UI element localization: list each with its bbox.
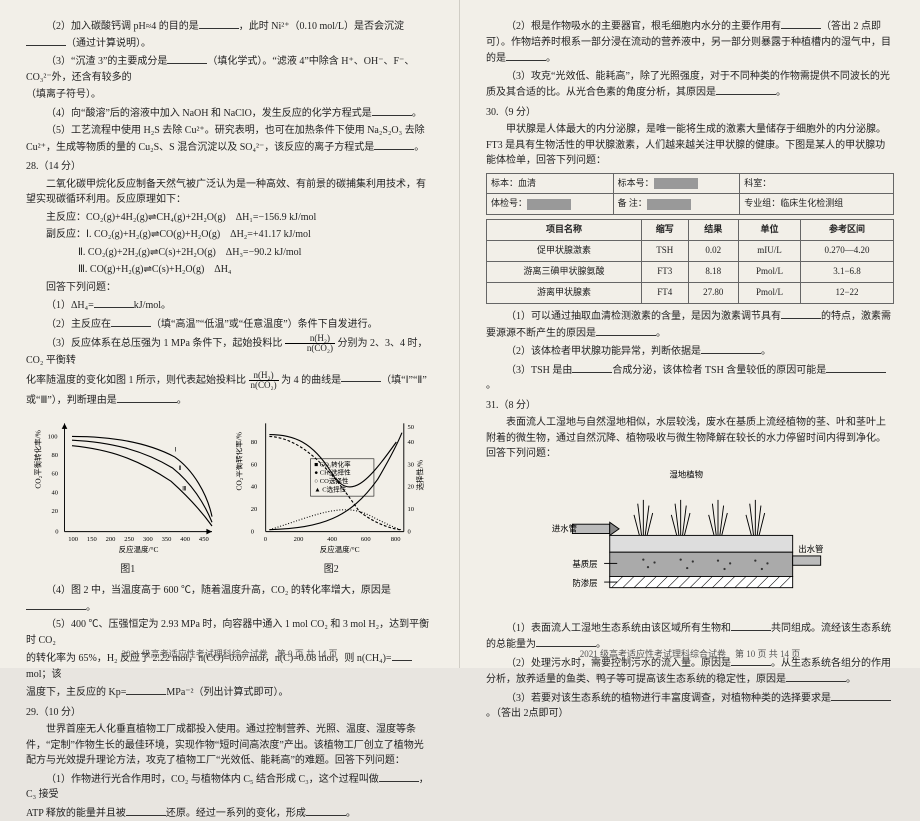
svg-text:600: 600	[361, 536, 372, 543]
q29-1: （1）作物进行光合作用时，CO₂ 与植物体内 C₅ 结合形成 C₃，这个过程叫做…	[26, 771, 433, 803]
svg-text:30: 30	[408, 461, 415, 468]
wetland-diagram: 湿地植物 进水管 出水管 基质层	[550, 466, 830, 616]
svg-text:800: 800	[391, 536, 402, 543]
svg-text:100: 100	[68, 536, 79, 543]
svg-text:出水管: 出水管	[798, 544, 823, 554]
q30-1: （1）可以通过抽取血清检测激素的含量，是因为激素调节具有的特点，激素需要源源不断…	[486, 308, 894, 341]
q30-2: （2）该体检者甲状腺功能异常，判断依据是。	[486, 343, 894, 360]
thyroid-table: 标本：血清 标本号： 科室： 体检号： 备 注： 专业组：临床生化检测组	[486, 173, 894, 216]
q28-3c: 或“Ⅲ”），判断理由是。	[26, 392, 433, 409]
svg-text:Ⅱ: Ⅱ	[178, 465, 181, 472]
svg-text:▲ C选择性: ▲ C选择性	[314, 484, 346, 493]
svg-text:进水管: 进水管	[552, 523, 577, 533]
q27-3: （3）“沉渣 3”的主要成分是（填化学式）。“滤液 4”中除含 H⁺、OH⁻、F…	[26, 53, 433, 85]
rxn-main: 主反应：CO₂(g)+4H₂(g)⇌CH₄(g)+2H₂O(g) ΔH₁=−15…	[26, 210, 433, 226]
q28-intro: 二氧化碳甲烷化反应制备天然气被广泛认为是一种高效、有前景的碳捕集利用技术，有望实…	[26, 177, 433, 208]
svg-text:选择性/%: 选择性/%	[415, 460, 425, 491]
svg-text:80: 80	[251, 439, 258, 446]
svg-text:50: 50	[408, 424, 415, 431]
q27-5: （5）工艺流程中使用 H₂S 去除 Cu²⁺。研究表明，也可在加热条件下使用 N…	[26, 123, 433, 155]
footer-left: 2021 级高考适应性考试理科综合试卷 第 9 页 共 14 页	[0, 648, 459, 662]
q28-3b: 化率随温度的变化如图 1 所示，则代表起始投料比 n(H₂)n(CO₂) 为 4…	[26, 371, 433, 390]
svg-text:40: 40	[51, 489, 58, 496]
rxn-s2: Ⅱ. CO₂(g)+2H₂(g)⇌C(s)+2H₂O(g) ΔH₃=−90.2 …	[26, 245, 433, 261]
rxn-s1: 副反应：Ⅰ. CO₂(g)+H₂(g)⇌CO(g)+H₂O(g) ΔH₂=+41…	[26, 227, 433, 243]
svg-text:60: 60	[51, 471, 58, 478]
q30-3: （3）TSH 是由合成分泌，该体检者 TSH 含量较低的原因可能是。	[486, 362, 894, 394]
svg-text:○ CO选择性: ○ CO选择性	[314, 476, 349, 485]
svg-text:10: 10	[408, 506, 415, 513]
svg-text:250: 250	[124, 536, 135, 543]
svg-text:防渗层: 防渗层	[572, 577, 597, 587]
q29-2: （2）根是作物吸水的主要器官，根毛细胞内水分的主要作用有（答出 2 点即可）。作…	[486, 18, 894, 67]
svg-text:● CH₄选择性: ● CH₄选择性	[314, 468, 351, 477]
fig2: 0 20 40 60 80 0 10 20 30 40 50 0 200 400 600 800 ■ CO…	[236, 414, 426, 577]
svg-text:0: 0	[55, 528, 59, 535]
q28-5c: 温度下，主反应的 Kp=MPa⁻²（列出计算式即可）。	[26, 684, 433, 701]
q29-1b: ATP 释放的能量并且被还原。经过一系列的变化，形成。	[26, 805, 433, 821]
q31-3: （3）若要对该生态系统的植物进行丰富度调查，对植物种类的选择要求是。（答出 2点…	[486, 690, 894, 722]
svg-text:60: 60	[251, 461, 258, 468]
svg-text:0: 0	[251, 528, 255, 535]
q27-2: （2）加入碳酸钙调 pH≈4 的目的是，此时 Ni²⁺（0.10 mol/L）是…	[26, 18, 433, 51]
svg-text:450: 450	[199, 536, 210, 543]
q29-head: 29.（10 分）	[26, 705, 433, 721]
svg-text:20: 20	[251, 506, 258, 513]
figures-row: 020406080100 100150200250300350400450 Ⅰ …	[26, 414, 433, 577]
svg-text:0: 0	[264, 536, 268, 543]
svg-text:200: 200	[294, 536, 305, 543]
svg-text:反应温度/°C: 反应温度/°C	[320, 544, 360, 554]
footer-right: 2021 级高考适应性考试理科综合试卷 第 10 页 共 14 页	[460, 648, 920, 662]
svg-text:400: 400	[180, 536, 191, 543]
svg-text:150: 150	[87, 536, 98, 543]
q28-4: （4）图 2 中，当温度高于 600 ℃，随着温度升高，CO₂ 的转化率增大，原…	[26, 583, 433, 615]
svg-text:CO₂平衡转化率/%: CO₂平衡转化率/%	[33, 430, 42, 488]
q27-3b: （填离子符号）。	[26, 87, 433, 103]
svg-text:40: 40	[408, 439, 415, 446]
q29-3: （3）攻克“光效低、能耗高”，除了光照强度，对于不同种类的作物需提供不同波长的光…	[486, 69, 894, 101]
q30-p1: 甲状腺是人体最大的内分泌腺，是唯一能将生成的激素大量储存于细胞外的内分泌腺。FT…	[486, 122, 894, 169]
svg-text:300: 300	[143, 536, 154, 543]
svg-text:0: 0	[408, 528, 412, 535]
q31-head: 31.（8 分）	[486, 398, 894, 414]
svg-text:20: 20	[51, 508, 58, 515]
fig1-title: 图1	[33, 562, 223, 578]
svg-text:CO₂平衡转化率/%: CO₂平衡转化率/%	[236, 432, 243, 491]
svg-text:反应温度/°C: 反应温度/°C	[118, 544, 158, 554]
svg-text:湿地植物: 湿地植物	[669, 469, 703, 479]
page-right: （2）根是作物吸水的主要器官，根毛细胞内水分的主要作用有（答出 2 点即可）。作…	[460, 0, 920, 668]
svg-text:Ⅰ: Ⅰ	[174, 446, 176, 453]
fig2-title: 图2	[236, 562, 426, 578]
svg-text:基质层: 基质层	[572, 559, 597, 569]
svg-text:40: 40	[251, 484, 258, 491]
q28-3a: （3）反应体系在总压强为 1 MPa 条件下，起始投料比 n(H₂)n(CO₂)…	[26, 334, 433, 369]
q31-p1: 表面流人工湿地与自然湿地相似，水层较浅，废水在基质上流经植物的茎、叶和茎叶上附着…	[486, 415, 894, 462]
fig1: 020406080100 100150200250300350400450 Ⅰ …	[33, 414, 223, 577]
q28-1: （1）ΔH₄=kJ/mol。	[26, 297, 433, 314]
q30-head: 30.（9 分）	[486, 105, 894, 121]
rxn-s3: Ⅲ. CO(g)+H₂(g)⇌C(s)+H₂O(g) ΔH₄	[26, 262, 433, 278]
svg-text:20: 20	[408, 484, 415, 491]
q28-2: （2）主反应在（填“高温”“低温”或“任意温度”）条件下自发进行。	[26, 316, 433, 333]
thyroid-data: 项目名称缩写结果单位参考区间 促甲状腺激素TSH0.02mIU/L0.270—4…	[486, 219, 894, 304]
svg-text:80: 80	[51, 452, 58, 459]
svg-text:200: 200	[105, 536, 116, 543]
svg-text:400: 400	[328, 536, 339, 543]
page-left: （2）加入碳酸钙调 pH≈4 的目的是，此时 Ni²⁺（0.10 mol/L）是…	[0, 0, 460, 668]
q28-5a: （5）400 ℃、压强恒定为 2.93 MPa 时，向容器中通入 1 mol C…	[26, 617, 433, 648]
svg-text:Ⅲ: Ⅲ	[182, 486, 187, 493]
q28-ans: 回答下列问题：	[26, 280, 433, 296]
svg-text:350: 350	[161, 536, 172, 543]
svg-text:100: 100	[47, 433, 58, 440]
q27-4: （4）向“酸溶”后的溶液中加入 NaOH 和 NaClO，发生反应的化学方程式是…	[26, 105, 433, 122]
q28-head: 28.（14 分）	[26, 159, 433, 175]
svg-text:■ CO₂转化率: ■ CO₂转化率	[314, 459, 351, 468]
q29-p1: 世界首座无人化垂直植物工厂成都投入使用。通过控制营养、光照、温度、湿度等条件，“…	[26, 722, 433, 769]
